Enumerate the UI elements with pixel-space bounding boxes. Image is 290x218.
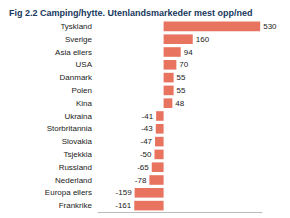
svg-text:-161: -161 <box>115 201 132 210</box>
svg-text:Tsjekkia: Tsjekkia <box>64 150 93 159</box>
svg-text:Asia ellers: Asia ellers <box>55 48 92 57</box>
svg-text:Fig 2.2 Camping/hytte. Utenlan: Fig 2.2 Camping/hytte. Utenlandsmarkeder… <box>9 8 253 18</box>
svg-text:Polen: Polen <box>72 86 92 95</box>
svg-text:530: 530 <box>263 22 277 31</box>
svg-text:-65: -65 <box>137 163 149 172</box>
svg-text:Europa ellers: Europa ellers <box>45 188 92 197</box>
svg-text:-159: -159 <box>116 188 133 197</box>
svg-text:Danmark: Danmark <box>60 73 93 82</box>
svg-text:Russland: Russland <box>59 163 92 172</box>
svg-text:55: 55 <box>177 86 186 95</box>
svg-text:-43: -43 <box>141 124 153 133</box>
svg-text:160: 160 <box>196 35 210 44</box>
svg-text:Tyskland: Tyskland <box>60 22 92 31</box>
svg-text:55: 55 <box>177 73 186 82</box>
svg-text:70: 70 <box>179 60 188 69</box>
svg-text:94: 94 <box>184 48 193 57</box>
svg-text:Nederland: Nederland <box>55 176 92 185</box>
svg-text:Kina: Kina <box>76 99 93 108</box>
svg-text:Storbritannia: Storbritannia <box>47 124 93 133</box>
svg-text:48: 48 <box>175 99 184 108</box>
svg-text:-47: -47 <box>140 137 152 146</box>
svg-text:-78: -78 <box>135 176 147 185</box>
svg-text:Slovakia: Slovakia <box>62 137 93 146</box>
svg-text:-41: -41 <box>142 112 154 121</box>
svg-text:Frankrike: Frankrike <box>59 201 93 210</box>
svg-text:Ukraina: Ukraina <box>64 112 92 121</box>
svg-text:-50: -50 <box>140 150 152 159</box>
svg-text:USA: USA <box>76 60 93 69</box>
svg-text:Sverige: Sverige <box>65 35 93 44</box>
